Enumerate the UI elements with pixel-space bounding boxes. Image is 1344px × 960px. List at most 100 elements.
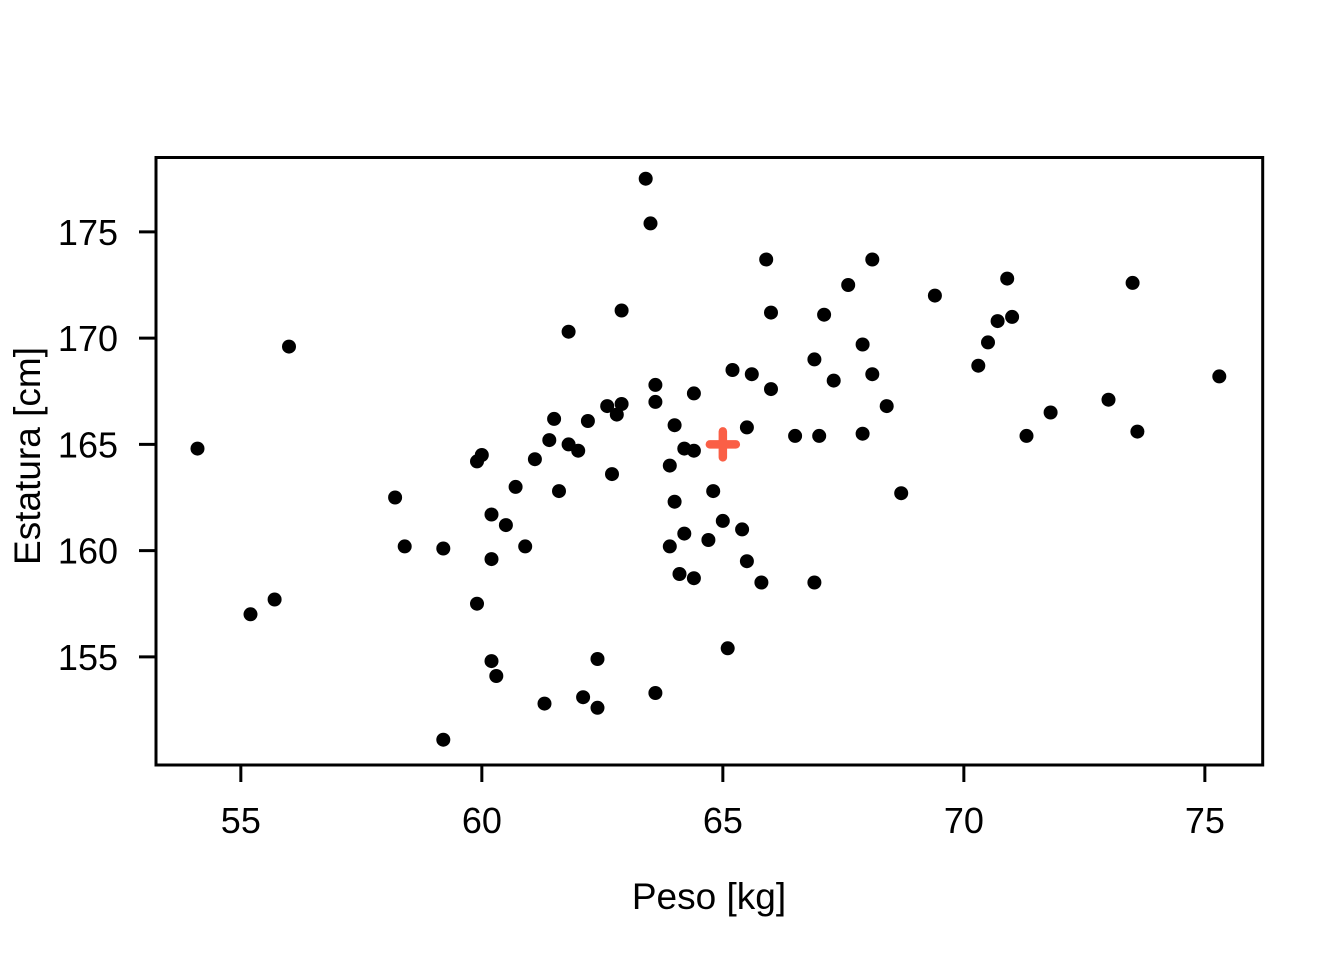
data-point <box>609 407 624 422</box>
data-point <box>648 377 663 392</box>
data-point <box>990 314 1005 329</box>
data-point <box>667 494 682 509</box>
data-point <box>1212 369 1227 384</box>
data-point <box>807 575 822 590</box>
data-point <box>1130 424 1145 439</box>
plot-box <box>154 156 1265 767</box>
data-point <box>662 539 677 554</box>
data-point <box>865 252 880 267</box>
data-point <box>706 484 721 499</box>
data-point <box>1043 405 1058 420</box>
data-point <box>720 641 735 656</box>
data-point <box>537 696 552 711</box>
data-point <box>527 452 542 467</box>
data-point <box>817 307 832 322</box>
data-point <box>788 428 803 443</box>
data-point <box>686 571 701 586</box>
data-point <box>841 278 856 292</box>
data-point <box>614 397 629 411</box>
data-point <box>436 732 451 747</box>
data-point <box>865 367 880 382</box>
x-tick-label-75: 75 <box>1185 800 1225 841</box>
y-axis-title: Estatura [cm] <box>7 347 48 565</box>
data-point <box>764 382 778 397</box>
data-point <box>971 358 986 373</box>
data-point <box>739 554 754 569</box>
data-point <box>1019 428 1034 443</box>
y-tick-label-160: 160 <box>58 531 118 572</box>
data-point <box>571 443 586 458</box>
data-point <box>267 592 282 607</box>
data-point <box>638 171 653 186</box>
data-point <box>498 518 513 533</box>
data-point <box>754 575 769 590</box>
data-point <box>643 216 658 231</box>
data-point <box>648 394 663 409</box>
data-point <box>672 567 687 581</box>
data-point <box>667 418 682 433</box>
data-point <box>677 526 692 541</box>
data-point <box>397 539 412 554</box>
data-point <box>648 686 663 700</box>
data-point <box>855 426 870 441</box>
data-point <box>759 252 774 267</box>
data-point <box>605 467 619 482</box>
data-point <box>614 303 629 318</box>
y-tick-label-175: 175 <box>58 212 118 253</box>
y-tick-label-165: 165 <box>58 424 118 465</box>
data-point <box>662 458 677 473</box>
x-tick-label-70: 70 <box>944 800 984 841</box>
data-point <box>590 652 605 666</box>
y-tick-label-170: 170 <box>58 318 118 359</box>
data-point <box>600 399 615 414</box>
y-tick-label-155: 155 <box>58 637 118 678</box>
data-point <box>686 443 701 458</box>
x-tick-label-55: 55 <box>221 800 261 841</box>
data-point <box>739 420 754 435</box>
data-point <box>855 337 870 352</box>
data-point <box>576 690 591 705</box>
data-point <box>725 363 740 377</box>
data-point <box>1000 271 1015 286</box>
x-tick-label-60: 60 <box>462 800 502 841</box>
data-point <box>927 288 942 303</box>
data-point <box>547 411 562 426</box>
data-point <box>879 399 894 414</box>
data-point <box>580 414 595 428</box>
data-point <box>764 305 778 320</box>
data-point <box>1005 309 1020 324</box>
data-point <box>590 700 605 715</box>
data-point <box>812 428 827 443</box>
data-point <box>1101 392 1116 407</box>
data-point <box>807 352 822 367</box>
data-point <box>542 433 557 448</box>
data-point <box>243 607 258 622</box>
data-point <box>484 507 499 522</box>
data-point <box>282 339 296 354</box>
x-axis-title: Peso [kg] <box>631 876 787 917</box>
data-point <box>436 541 451 556</box>
data-point <box>826 373 841 388</box>
data-point <box>508 479 523 494</box>
data-point <box>388 490 403 505</box>
data-point <box>981 335 995 350</box>
data-point <box>489 669 504 683</box>
data-point <box>715 513 730 528</box>
data-point <box>484 654 499 669</box>
data-point <box>1125 275 1140 290</box>
data-point <box>701 533 716 547</box>
data-point <box>484 552 499 567</box>
data-point <box>735 522 750 537</box>
data-point <box>561 324 576 339</box>
data-point <box>744 367 759 382</box>
mean-cross-marker <box>705 427 741 462</box>
data-point <box>894 486 909 501</box>
data-point <box>552 484 566 499</box>
x-tick-label-65: 65 <box>703 800 743 841</box>
data-point <box>190 441 205 456</box>
data-point <box>518 539 533 554</box>
data-point <box>474 448 489 462</box>
data-point <box>470 596 484 611</box>
